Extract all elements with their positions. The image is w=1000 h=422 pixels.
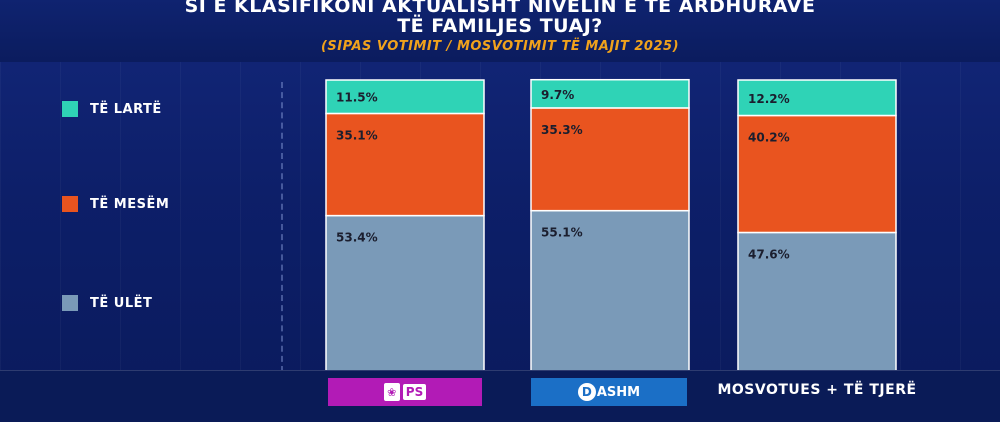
bar-label-dashm-te-mesem: 35.3%: [541, 123, 583, 137]
bar-label-dashm-te-larte: 9.7%: [541, 88, 574, 102]
category-ps-logo: ❀ PS: [328, 378, 482, 406]
legend-item-medium: TË MESËM: [62, 196, 169, 212]
bar-ps-te-larte: [325, 79, 485, 115]
rose-emblem-icon: ❀: [383, 383, 400, 401]
chart-title-line2: TË FAMILJES TUAJ?: [397, 15, 603, 37]
category-other-label: MOSVOTUES + TË TJERË: [717, 382, 917, 398]
bar-dashm-te-larte: [530, 78, 690, 109]
legend-label-low: TË ULËT: [90, 295, 153, 311]
divider-dashed-line: [281, 82, 283, 372]
dashm-logo-text: ASHM: [596, 384, 641, 400]
bar-mosvotues-te-tjere-te-ulet: [737, 231, 897, 372]
bar-label-mosvotues-te-tjere-te-larte: 12.2%: [748, 92, 790, 106]
bar-mosvotues-te-tjere-te-mesem: [737, 114, 897, 234]
bar-mosvotues-te-tjere-te-larte: [737, 79, 897, 117]
chart-subtitle: (SIPAS VOTIMIT / MOSVOTIMIT TË MAJIT 202…: [320, 39, 680, 54]
legend-swatch-high: [62, 101, 78, 117]
dashm-logo-letter: D: [577, 383, 596, 401]
bar-label-mosvotues-te-tjere-te-mesem: 40.2%: [748, 131, 790, 145]
legend-label-high: TË LARTË: [90, 101, 162, 117]
legend-swatch-low: [62, 295, 78, 311]
legend-item-high: TË LARTË: [62, 101, 162, 117]
bar-label-ps-te-ulet: 53.4%: [336, 231, 378, 245]
category-dashm-logo: D ASHM: [531, 378, 687, 406]
bar-label-dashm-te-ulet: 55.1%: [541, 226, 583, 240]
chart-title-line1: SI E KLASIFIKONI AKTUALISHT NIVELIN E TË…: [184, 0, 816, 17]
bar-label-mosvotues-te-tjere-te-ulet: 47.6%: [748, 247, 790, 261]
ps-logo-text: PS: [402, 384, 427, 400]
category-bar: [0, 370, 1000, 422]
bar-dashm-te-ulet: [530, 209, 690, 372]
bar-ps-te-mesem: [325, 112, 485, 217]
legend-label-medium: TË MESËM: [90, 196, 170, 212]
legend-item-low: TË ULËT: [62, 295, 152, 311]
bar-label-ps-te-larte: 11.5%: [336, 91, 378, 105]
legend-swatch-medium: [62, 196, 78, 212]
bar-dashm-te-mesem: [530, 107, 690, 212]
bar-ps-te-ulet: [325, 214, 485, 372]
header-bar: [0, 0, 1000, 62]
bar-label-ps-te-mesem: 35.1%: [336, 128, 378, 142]
